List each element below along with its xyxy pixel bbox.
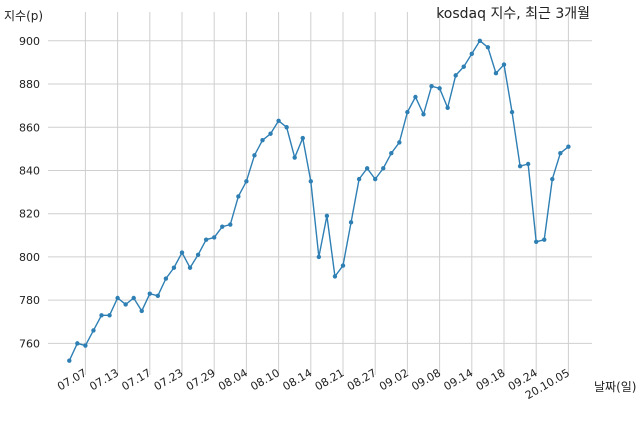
data-point <box>179 250 185 255</box>
data-point <box>260 138 265 143</box>
x-tick-label: 08.27 <box>345 366 379 393</box>
y-axis-label: 지수(p) <box>4 9 43 23</box>
y-tick-label: 760 <box>19 337 40 350</box>
data-point <box>163 276 169 281</box>
y-tick-label: 880 <box>19 78 40 91</box>
data-point <box>493 71 499 76</box>
x-tick-label: 07.17 <box>120 366 154 393</box>
data-point <box>485 45 491 50</box>
data-point <box>348 220 354 225</box>
data-point <box>292 155 297 160</box>
data-point <box>340 263 346 268</box>
data-point <box>429 83 434 89</box>
x-tick-label: 08.10 <box>248 366 282 393</box>
x-tick-label: 08.14 <box>281 366 315 393</box>
data-point <box>236 194 241 199</box>
data-point <box>332 274 338 279</box>
data-point <box>123 302 128 307</box>
data-point <box>558 150 563 156</box>
data-point <box>525 161 531 167</box>
data-point <box>453 73 458 78</box>
data-point <box>373 176 378 182</box>
data-point <box>397 140 402 145</box>
data-point <box>517 163 523 169</box>
data-point <box>171 265 177 270</box>
data-point <box>284 125 289 130</box>
data-point <box>381 166 386 171</box>
series-line <box>68 39 569 361</box>
data-point <box>550 176 555 182</box>
data-point <box>316 254 322 260</box>
data-point <box>477 38 483 44</box>
y-tick-label: 820 <box>19 208 40 221</box>
data-point <box>75 341 80 346</box>
data-point <box>131 295 136 301</box>
data-point <box>566 144 571 149</box>
data-point <box>308 179 313 184</box>
x-tick-label: 07.23 <box>152 366 186 393</box>
y-tick-label: 900 <box>19 35 40 48</box>
data-point <box>501 62 507 67</box>
y-tick-label: 840 <box>19 164 40 177</box>
y-tick-label: 780 <box>19 294 40 307</box>
data-point <box>469 51 474 56</box>
y-tick-label: 800 <box>19 251 40 264</box>
data-point <box>195 252 201 257</box>
data-point <box>461 64 466 69</box>
data-point <box>324 213 330 219</box>
x-tick-label: 09.14 <box>442 366 476 393</box>
data-point <box>276 118 281 123</box>
data-point <box>413 94 418 100</box>
data-point <box>509 109 515 115</box>
data-point <box>421 112 426 117</box>
data-point <box>139 308 144 314</box>
data-point <box>155 293 161 299</box>
data-point <box>405 109 410 115</box>
data-point <box>67 358 72 363</box>
data-point <box>445 105 450 111</box>
data-point <box>115 295 120 301</box>
x-tick-label: 09.18 <box>474 366 508 393</box>
data-point <box>300 135 305 141</box>
data-point <box>542 237 547 242</box>
data-point <box>228 222 233 227</box>
data-point <box>212 235 217 240</box>
data-point <box>203 237 209 242</box>
x-tick-label: 09.02 <box>377 366 411 393</box>
data-point <box>534 239 539 245</box>
data-point <box>356 176 362 182</box>
data-point <box>220 224 225 229</box>
data-point <box>389 150 394 156</box>
series-layer <box>67 38 571 363</box>
x-tick-label: 07.07 <box>55 366 89 393</box>
data-point <box>91 328 96 333</box>
data-point <box>364 166 370 171</box>
x-tick-label: 07.29 <box>184 366 218 393</box>
x-axis-label: 날짜(일) <box>594 380 636 394</box>
data-point <box>244 179 249 184</box>
data-point <box>83 343 88 348</box>
chart-title: kosdaq 지수, 최근 3개월 <box>436 6 590 22</box>
x-tick-label: 08.21 <box>313 366 347 393</box>
grid <box>48 12 592 375</box>
data-point <box>99 313 104 318</box>
x-tick-label: 09.08 <box>409 366 443 393</box>
data-point <box>147 291 152 296</box>
data-point <box>107 313 112 318</box>
y-axis-ticks: 760 780 800 820 840 860 880 900 <box>19 35 40 351</box>
y-tick-label: 860 <box>19 121 40 134</box>
x-tick-label: 08.04 <box>216 366 250 393</box>
data-point <box>268 131 273 136</box>
x-axis-ticks: 07.0707.1307.1707.2307.2908.0408.1008.14… <box>55 366 572 402</box>
data-point <box>252 153 257 158</box>
x-tick-label: 07.13 <box>87 366 121 393</box>
data-point <box>187 265 193 270</box>
data-point <box>437 86 442 91</box>
